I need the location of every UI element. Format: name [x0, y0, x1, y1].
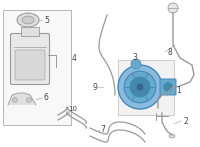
Text: 10: 10: [68, 106, 77, 112]
Circle shape: [26, 97, 32, 102]
Circle shape: [124, 71, 156, 103]
Circle shape: [168, 3, 178, 13]
Text: 7: 7: [100, 126, 105, 135]
Circle shape: [12, 97, 18, 102]
Polygon shape: [8, 93, 36, 105]
Circle shape: [136, 83, 144, 91]
FancyBboxPatch shape: [15, 50, 45, 80]
Circle shape: [131, 59, 141, 69]
FancyBboxPatch shape: [21, 27, 39, 36]
FancyBboxPatch shape: [10, 34, 50, 85]
FancyBboxPatch shape: [160, 79, 176, 95]
Ellipse shape: [22, 16, 34, 24]
FancyBboxPatch shape: [3, 10, 71, 125]
Text: 4: 4: [72, 54, 77, 62]
Text: 8: 8: [167, 47, 172, 56]
FancyBboxPatch shape: [118, 60, 174, 115]
Text: 3: 3: [132, 53, 137, 62]
Text: 6: 6: [44, 93, 49, 102]
Circle shape: [164, 82, 172, 91]
Circle shape: [130, 77, 150, 97]
Circle shape: [118, 65, 162, 109]
Text: 2: 2: [183, 117, 188, 126]
Text: 5: 5: [44, 15, 49, 25]
Ellipse shape: [17, 13, 39, 27]
Ellipse shape: [169, 134, 175, 138]
Text: 9: 9: [92, 82, 97, 91]
Text: 1: 1: [176, 86, 181, 95]
